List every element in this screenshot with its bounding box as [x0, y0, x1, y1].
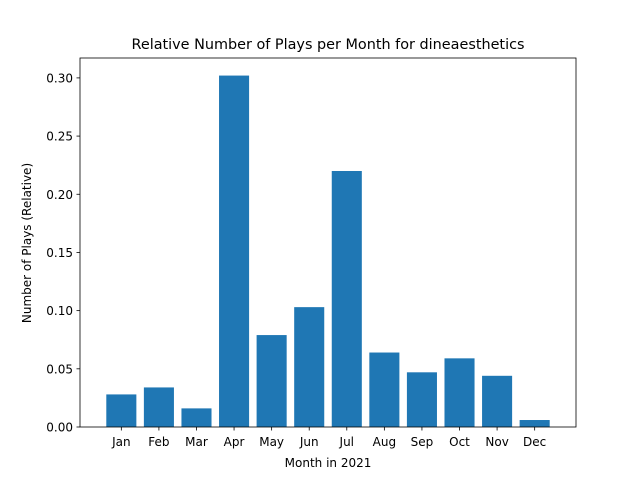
- x-tick-label-mar: Mar: [185, 435, 208, 449]
- y-tick-label: 0.30: [46, 71, 73, 85]
- bar-jul: [331, 170, 362, 427]
- plot-area: Jan Feb Mar Apr May Jun Jul Aug Sep Oct Nov Dec 0.00…: [46, 57, 577, 449]
- y-tick-label: 0.25: [46, 130, 73, 144]
- bar-nov: [482, 375, 513, 427]
- x-tick-label-jan: Jan: [111, 435, 131, 449]
- bar-apr: [219, 75, 250, 428]
- x-tick-label-may: May: [259, 435, 284, 449]
- bar-may: [256, 335, 287, 427]
- y-tick-label: 0.20: [46, 188, 73, 202]
- bar-sep: [406, 372, 437, 427]
- x-tick-label-dec: Dec: [523, 435, 546, 449]
- bar-feb: [143, 387, 174, 427]
- bar-jan: [106, 394, 137, 427]
- y-axis-title: Number of Plays (Relative): [20, 163, 34, 323]
- bar-dec: [519, 420, 550, 427]
- chart-title: Relative Number of Plays per Month for d…: [132, 37, 525, 53]
- x-tick-label-sep: Sep: [411, 435, 434, 449]
- x-axis-title: Month in 2021: [285, 456, 372, 470]
- y-tick-label: 0.00: [46, 421, 73, 435]
- x-tick-label-apr: Apr: [224, 435, 245, 449]
- x-tick-label-feb: Feb: [148, 435, 169, 449]
- y-tick-label: 0.05: [46, 362, 73, 376]
- y-tick-label: 0.15: [46, 246, 73, 260]
- bar-jun: [294, 307, 325, 427]
- bar-aug: [369, 352, 400, 427]
- x-tick-label-nov: Nov: [485, 435, 508, 449]
- axes-frame: [79, 57, 577, 428]
- bar-oct: [444, 358, 475, 427]
- bar-mar: [181, 408, 212, 427]
- x-tick-label-jul: Jul: [339, 435, 354, 449]
- x-tick-label-jun: Jun: [299, 435, 319, 449]
- x-tick-label-oct: Oct: [449, 435, 470, 449]
- y-tick-label: 0.10: [46, 304, 73, 318]
- x-tick-label-aug: Aug: [373, 435, 396, 449]
